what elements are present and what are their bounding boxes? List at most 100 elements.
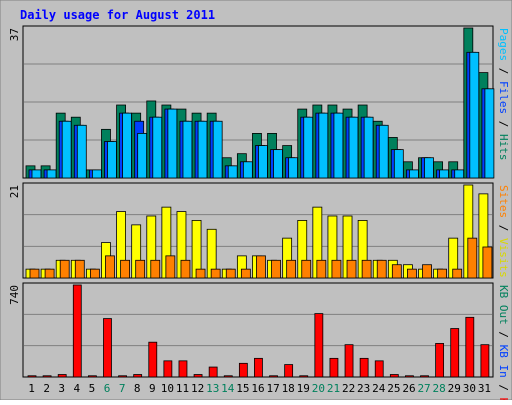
x-tick-label-day-3: 3 xyxy=(58,382,65,395)
bar-sites-day-27 xyxy=(422,264,432,279)
bar-sites-day-15 xyxy=(240,268,251,279)
bar-pages-day-21 xyxy=(333,112,344,179)
y-max-label: 21 xyxy=(8,185,21,198)
y-max-label: 37 xyxy=(8,28,21,41)
bar-kb-f-day-5 xyxy=(87,375,97,378)
x-tick-label-day-23: 23 xyxy=(357,382,370,395)
bar-sites-day-22 xyxy=(346,259,357,279)
bar-sites-day-29 xyxy=(452,268,463,279)
bar-sites-day-8 xyxy=(135,259,146,279)
legend-entry-visits: Visits xyxy=(497,238,510,278)
bar-pages-day-11 xyxy=(182,120,193,179)
bar-pages-day-5 xyxy=(91,169,102,179)
bar-sites-day-19 xyxy=(301,259,312,279)
legend-separator: / xyxy=(497,325,510,345)
legend-entry-hits: Hits xyxy=(497,134,510,161)
bar-pages-day-22 xyxy=(348,116,359,179)
bar-pages-day-19 xyxy=(303,116,314,179)
x-tick-label-day-25: 25 xyxy=(387,382,400,395)
bar-pages-day-24 xyxy=(378,124,389,179)
bar-kb-f-day-29 xyxy=(450,328,460,378)
bar-sites-day-11 xyxy=(180,259,191,279)
bar-pages-day-26 xyxy=(409,169,419,179)
bar-sites-day-1 xyxy=(29,268,40,279)
x-tick-label-day-21: 21 xyxy=(327,382,340,395)
bar-sites-day-12 xyxy=(195,268,206,279)
bar-pages-day-7 xyxy=(122,112,132,179)
bar-kb-f-day-9 xyxy=(148,341,158,378)
bar-kb-f-day-1 xyxy=(27,375,37,378)
x-tick-label-day-13: 13 xyxy=(206,382,219,395)
bar-sites-day-9 xyxy=(150,259,161,279)
bar-sites-day-31 xyxy=(482,246,493,279)
bar-kb-f-day-17 xyxy=(269,375,278,378)
bar-pages-day-3 xyxy=(61,120,72,179)
x-tick-label-day-19: 19 xyxy=(297,382,310,395)
bar-kb-f-day-15 xyxy=(238,362,248,378)
x-tick-label-day-17: 17 xyxy=(266,382,279,395)
bar-sites-day-18 xyxy=(286,259,297,279)
bar-pages-day-27 xyxy=(424,157,434,179)
x-tick-label-day-10: 10 xyxy=(161,382,174,395)
bar-pages-day-30 xyxy=(469,51,480,179)
bar-sites-day-10 xyxy=(165,255,176,279)
bar-pages-day-9 xyxy=(152,116,163,179)
legend-entry-pages: Pages xyxy=(497,28,510,61)
bar-kb-f-day-14 xyxy=(223,375,233,378)
bar-kb-f-day-24 xyxy=(374,360,384,378)
bar-kb-f-day-13 xyxy=(208,366,218,378)
panel-kbytes: 740 KB Out / KB In / KB F xyxy=(8,282,510,405)
bar-kb-f-day-4 xyxy=(72,284,82,378)
bar-kb-f-day-23 xyxy=(359,357,369,378)
legend-separator: / xyxy=(497,61,510,81)
bar-pages-day-17 xyxy=(273,149,283,179)
bar-kb-f-day-19 xyxy=(299,375,309,378)
bar-kb-f-day-6 xyxy=(103,318,112,378)
bar-sites-day-7 xyxy=(120,259,130,279)
bar-sites-day-4 xyxy=(74,259,85,279)
chart-title: Daily usage for August 2011 xyxy=(20,8,215,22)
chart-panels: 37 Pages / Files / Hits 21 Sites / Visits 74… xyxy=(8,25,510,405)
bar-kb-f-day-21 xyxy=(329,357,339,378)
side-legend-label: KB Out / KB In / KB F xyxy=(497,285,510,400)
bar-kb-f-day-27 xyxy=(420,375,429,378)
x-tick-label-day-16: 16 xyxy=(251,382,264,395)
x-tick-label-day-5: 5 xyxy=(89,382,96,395)
legend-entry-kb-out: KB Out xyxy=(497,285,510,325)
bar-sites-day-13 xyxy=(210,268,221,279)
bar-pages-day-16 xyxy=(258,145,268,179)
x-tick-label-day-11: 11 xyxy=(176,382,189,395)
bar-kb-f-day-12 xyxy=(193,374,203,378)
bar-pages-day-23 xyxy=(363,116,374,179)
bar-sites-day-30 xyxy=(467,237,478,279)
bar-pages-day-15 xyxy=(242,161,253,179)
x-tick-label-day-1: 1 xyxy=(28,382,35,395)
legend-separator: / xyxy=(497,378,510,398)
x-tick-label-day-26: 26 xyxy=(402,382,415,395)
x-tick-label-day-20: 20 xyxy=(312,382,325,395)
bar-sites-day-3 xyxy=(59,259,70,279)
bar-pages-day-29 xyxy=(454,169,465,179)
panel-visits-sites: 21 Sites / Visits xyxy=(8,182,510,279)
x-axis-tick-labels: 1 2 3 4 5 6 7 8 9 10 11 12 13 14 15 16 17 18 19 20 21 22 23 24 2… xyxy=(28,382,491,395)
bar-sites-day-6 xyxy=(105,255,115,279)
legend-entry-files: Files xyxy=(497,81,510,114)
bar-pages-day-14 xyxy=(227,165,238,179)
bar-sites-day-21 xyxy=(331,259,342,279)
x-tick-label-day-30: 30 xyxy=(463,382,476,395)
bar-kb-f-day-31 xyxy=(480,344,490,378)
bar-sites-day-24 xyxy=(376,259,387,279)
y-max-label: 740 xyxy=(8,285,21,305)
bar-pages-day-8 xyxy=(137,133,148,179)
bar-kb-f-day-22 xyxy=(344,344,354,378)
side-legend-label: Pages / Files / Hits xyxy=(497,28,510,161)
bar-kb-f-day-20 xyxy=(314,313,324,378)
bar-pages-day-13 xyxy=(212,120,223,179)
bar-sites-day-28 xyxy=(437,268,448,279)
bar-sites-day-23 xyxy=(361,259,372,279)
legend-entry-sites: Sites xyxy=(497,185,510,218)
bar-kb-f-day-26 xyxy=(405,375,414,378)
bar-kb-f-day-3 xyxy=(57,374,67,378)
